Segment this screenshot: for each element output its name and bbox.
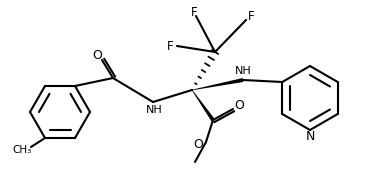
Text: O: O <box>234 99 244 111</box>
Text: F: F <box>248 9 254 23</box>
Text: CH₃: CH₃ <box>12 145 32 155</box>
Text: NH: NH <box>146 105 162 115</box>
Text: NH: NH <box>235 66 251 76</box>
Text: F: F <box>191 6 197 18</box>
Text: O: O <box>92 49 102 62</box>
Text: O: O <box>193 139 203 152</box>
Text: N: N <box>305 131 315 144</box>
Polygon shape <box>192 78 243 90</box>
Text: F: F <box>167 39 173 52</box>
Polygon shape <box>192 90 214 121</box>
